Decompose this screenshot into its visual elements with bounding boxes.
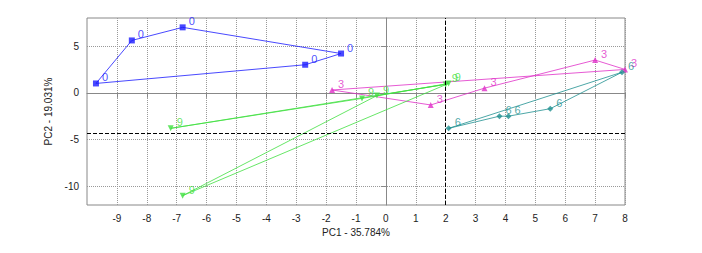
svg-text:-10: -10 <box>65 181 80 192</box>
svg-text:9: 9 <box>368 86 374 98</box>
svg-text:3: 3 <box>437 93 443 105</box>
svg-text:-8: -8 <box>142 213 151 224</box>
svg-text:9: 9 <box>177 116 183 128</box>
svg-text:3: 3 <box>473 213 479 224</box>
svg-text:-5: -5 <box>70 134 79 145</box>
svg-text:0: 0 <box>383 213 389 224</box>
svg-text:9: 9 <box>383 84 389 96</box>
svg-text:4: 4 <box>503 213 509 224</box>
svg-text:9: 9 <box>455 71 461 83</box>
svg-text:-9: -9 <box>112 213 121 224</box>
svg-text:-3: -3 <box>292 213 301 224</box>
svg-text:-1: -1 <box>352 213 361 224</box>
svg-text:5: 5 <box>533 213 539 224</box>
svg-text:0: 0 <box>102 71 108 83</box>
svg-text:0: 0 <box>73 87 79 98</box>
svg-text:0: 0 <box>311 53 317 65</box>
svg-text:-7: -7 <box>172 213 181 224</box>
svg-text:-4: -4 <box>262 213 271 224</box>
svg-text:0: 0 <box>138 28 144 40</box>
svg-text:3: 3 <box>491 76 497 88</box>
svg-text:5: 5 <box>73 41 79 52</box>
svg-text:3: 3 <box>338 78 344 90</box>
svg-text:8: 8 <box>622 213 628 224</box>
svg-text:0: 0 <box>347 42 353 54</box>
svg-text:6: 6 <box>455 116 461 128</box>
svg-text:1: 1 <box>413 213 419 224</box>
svg-text:3: 3 <box>601 48 607 60</box>
svg-text:0: 0 <box>189 15 195 27</box>
svg-text:7: 7 <box>592 213 598 224</box>
svg-text:-2: -2 <box>322 213 331 224</box>
svg-text:6: 6 <box>514 104 520 116</box>
svg-text:-6: -6 <box>202 213 211 224</box>
svg-text:6: 6 <box>505 104 511 116</box>
svg-text:9: 9 <box>189 184 195 196</box>
svg-text:2: 2 <box>443 213 449 224</box>
svg-text:PC1 - 35.784%: PC1 - 35.784% <box>322 227 390 238</box>
svg-text:-5: -5 <box>232 213 241 224</box>
svg-text:6: 6 <box>628 60 634 72</box>
svg-text:6: 6 <box>556 97 562 109</box>
svg-text:PC2 - 19.031%: PC2 - 19.031% <box>43 77 54 145</box>
svg-text:6: 6 <box>562 213 568 224</box>
